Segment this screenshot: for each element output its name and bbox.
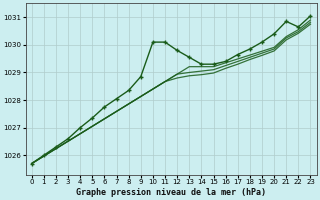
X-axis label: Graphe pression niveau de la mer (hPa): Graphe pression niveau de la mer (hPa) xyxy=(76,188,266,197)
